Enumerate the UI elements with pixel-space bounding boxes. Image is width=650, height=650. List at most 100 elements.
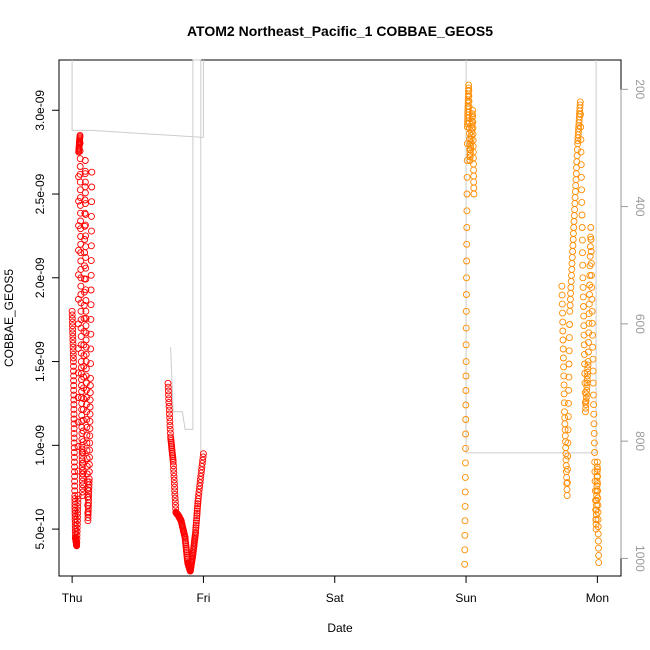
series-1-point — [573, 152, 581, 160]
series-0-point — [170, 465, 178, 473]
series-0-point — [77, 307, 85, 315]
series-0-point — [86, 425, 94, 433]
series-0-point — [170, 480, 178, 488]
series-1-point — [462, 358, 470, 366]
series-1-point — [461, 546, 469, 554]
x-axis-label: Date — [327, 621, 353, 635]
y2-lines — [71, 59, 597, 454]
series-0-point — [70, 410, 78, 418]
series-0-point — [199, 453, 207, 461]
series-0-point — [77, 265, 85, 273]
series-0-point — [172, 501, 179, 509]
series-0-point — [82, 386, 90, 394]
series-0-point — [69, 343, 77, 351]
series-1-point — [584, 361, 592, 369]
series-1-point — [582, 404, 590, 412]
series-1-point — [462, 430, 470, 438]
series-0-point — [194, 502, 202, 510]
series-1-point — [467, 131, 475, 139]
x-tick-label: Mon — [586, 591, 609, 605]
series-0-point — [80, 395, 87, 403]
series-0-point — [87, 242, 95, 250]
series-0-point — [82, 221, 89, 229]
series-0-point — [199, 450, 207, 458]
series-0-point — [87, 301, 95, 309]
series-0-point — [164, 387, 172, 395]
series-1-point — [568, 265, 576, 273]
series-1-point — [465, 92, 473, 100]
series-0-point — [165, 406, 173, 414]
series-0-point — [171, 498, 179, 506]
series-1-point — [582, 408, 589, 416]
series-1-point — [590, 420, 598, 428]
series-1-point — [586, 252, 594, 260]
series-0-point — [74, 506, 82, 514]
series-1-point — [576, 101, 584, 109]
series-1-point — [463, 207, 471, 215]
series-0-point — [78, 445, 86, 453]
series-1-point — [572, 182, 580, 190]
series-0-point — [76, 139, 84, 147]
series-1-point — [465, 87, 473, 94]
series-0-point — [86, 382, 94, 389]
series-0-point — [193, 507, 201, 515]
series-0-point — [68, 315, 76, 322]
series-0-point — [77, 316, 85, 324]
series-0-point — [71, 482, 79, 490]
series-1-point — [470, 190, 478, 198]
series-1-point — [568, 271, 575, 279]
series-0-point — [74, 369, 82, 377]
series-0-point — [83, 431, 91, 439]
series-0-point — [69, 358, 77, 366]
series-1-point — [463, 173, 471, 181]
series-0-point — [87, 345, 95, 353]
series-0-point — [85, 461, 93, 468]
series-1-point — [461, 473, 469, 481]
series-0-point — [170, 472, 178, 480]
series-1-point — [570, 212, 578, 220]
x-tick-label: Sat — [326, 591, 345, 605]
series-1-point — [582, 397, 590, 405]
series-0-point — [71, 477, 79, 485]
series-1-point — [462, 416, 470, 423]
series-1-point — [587, 248, 595, 255]
series-0-point — [171, 487, 179, 495]
chart-title: ATOM2 Northeast_Pacific_1 COBBAE_GEOS5 — [187, 23, 493, 39]
series-0-point — [78, 477, 86, 485]
series-1-point — [588, 319, 596, 327]
series-0-point — [87, 330, 95, 338]
series-1-point — [571, 206, 579, 214]
series-0-point — [79, 470, 87, 478]
series-1-point — [470, 160, 477, 168]
series-1-point — [573, 158, 581, 166]
series-0-point — [86, 432, 94, 440]
series-1-point — [579, 283, 587, 291]
series-0-point — [88, 168, 96, 176]
data-points — [68, 81, 603, 575]
series-1-point — [583, 390, 590, 398]
series-1-point — [571, 188, 579, 196]
series-1-point — [594, 508, 602, 516]
series-0-point — [70, 449, 78, 456]
series-0-point — [82, 253, 90, 261]
series-1-point — [568, 253, 576, 261]
series-0-point — [82, 275, 90, 283]
series-0-point — [69, 340, 77, 348]
series-0-point — [195, 489, 203, 496]
series-0-point — [74, 502, 82, 510]
series-1-point — [462, 307, 470, 315]
series-0-point — [78, 463, 86, 471]
series-0-point — [87, 315, 95, 323]
series-0-point — [193, 512, 201, 520]
series-1-point — [560, 363, 568, 371]
series-0-point — [86, 403, 94, 411]
series-1-point — [594, 523, 602, 531]
series-0-point — [164, 379, 172, 387]
series-0-point — [85, 468, 93, 476]
series-0-point — [68, 311, 76, 319]
series-0-point — [70, 453, 78, 461]
series-0-point — [82, 365, 90, 373]
series-1-point — [590, 401, 598, 409]
series-1-point — [466, 153, 474, 161]
series-0-point — [83, 470, 91, 478]
